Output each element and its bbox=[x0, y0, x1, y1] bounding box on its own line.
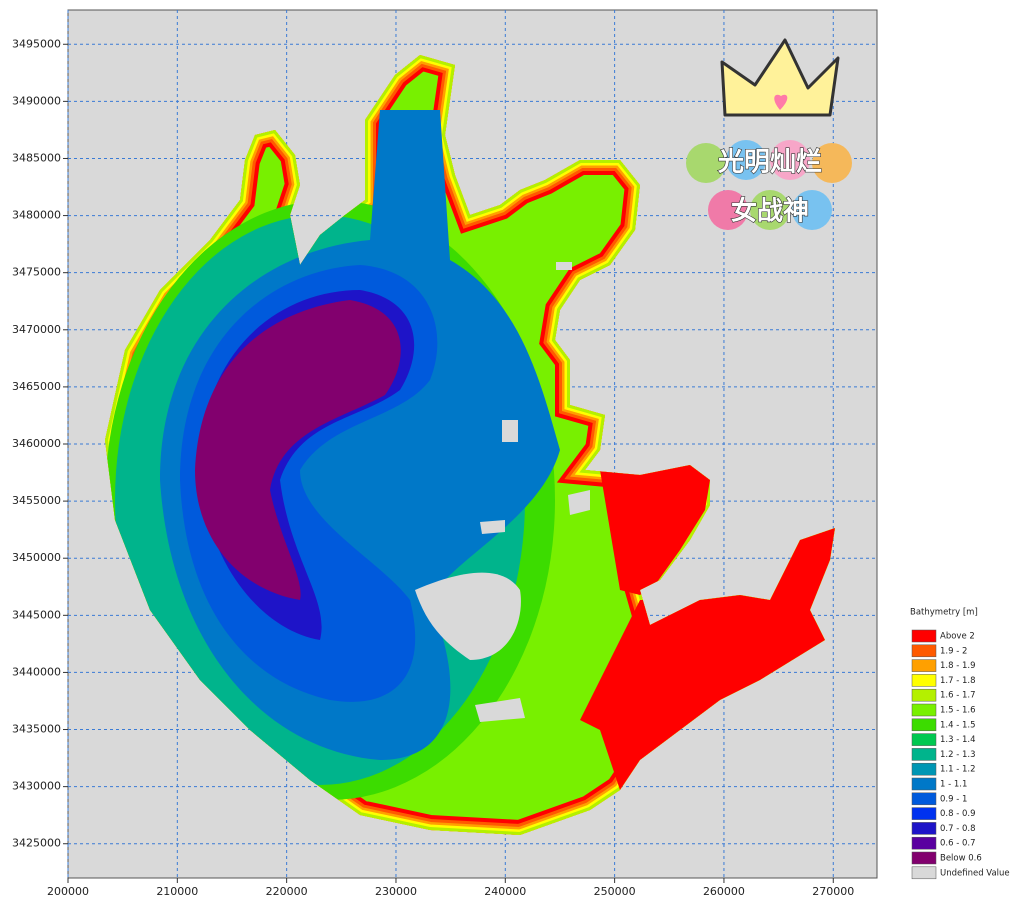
legend-label: 1 - 1.1 bbox=[940, 780, 967, 790]
y-tick-label: 3475000 bbox=[12, 266, 61, 279]
x-tick-label: 250000 bbox=[594, 885, 636, 898]
axis-ticks: 200000 210000 220000 230000 240000 250000 2600… bbox=[12, 37, 854, 898]
legend-swatch bbox=[911, 659, 937, 672]
legend-swatch bbox=[911, 822, 937, 835]
legend-label: 0.9 - 1 bbox=[940, 794, 967, 804]
legend-swatch bbox=[911, 674, 937, 687]
y-tick-label: 3435000 bbox=[12, 723, 61, 736]
legend-swatch bbox=[911, 629, 937, 643]
y-tick-label: 3485000 bbox=[12, 151, 61, 164]
legend-label: 1.5 - 1.6 bbox=[940, 706, 976, 716]
x-tick-label: 200000 bbox=[47, 885, 89, 898]
legend-label: 0.8 - 0.9 bbox=[940, 809, 976, 819]
legend-label: 1.6 - 1.7 bbox=[940, 691, 976, 701]
legend-swatch bbox=[911, 748, 937, 761]
legend-swatch bbox=[911, 703, 937, 717]
legend-swatch bbox=[911, 733, 937, 746]
legend-swatch bbox=[911, 688, 937, 702]
legend-swatch bbox=[911, 807, 937, 820]
legend-swatch bbox=[911, 866, 937, 880]
y-tick-label: 3460000 bbox=[12, 437, 61, 450]
legend-label: 1.4 - 1.5 bbox=[940, 720, 976, 730]
x-tick-label: 240000 bbox=[484, 885, 526, 898]
legend-label: Above 2 bbox=[940, 632, 975, 642]
legend-label: Below 0.6 bbox=[940, 854, 982, 864]
legend-swatch bbox=[911, 777, 937, 791]
legend-swatch bbox=[911, 644, 937, 658]
legend-label: 0.7 - 0.8 bbox=[940, 824, 976, 834]
y-tick-label: 3455000 bbox=[12, 494, 61, 507]
legend-swatch bbox=[911, 836, 937, 850]
y-tick-label: 3430000 bbox=[12, 780, 61, 793]
y-tick-label: 3465000 bbox=[12, 380, 61, 393]
legend-label: 1.2 - 1.3 bbox=[940, 750, 976, 760]
y-tick-label: 3440000 bbox=[12, 665, 61, 678]
x-tick-label: 220000 bbox=[266, 885, 308, 898]
legend-swatch bbox=[911, 792, 937, 806]
watermark-line: 女战神 bbox=[731, 196, 809, 227]
legend-label: 1.1 - 1.2 bbox=[940, 765, 976, 775]
watermark-line: 光明灿烂 bbox=[717, 148, 822, 178]
y-tick-label: 3495000 bbox=[12, 37, 61, 50]
legend-label: 1.8 - 1.9 bbox=[940, 661, 976, 671]
y-tick-label: 3480000 bbox=[12, 209, 61, 222]
x-tick-label: 230000 bbox=[375, 885, 417, 898]
y-tick-label: 3490000 bbox=[12, 94, 61, 107]
y-tick-label: 3470000 bbox=[12, 323, 61, 336]
legend-label: 0.6 - 0.7 bbox=[940, 839, 976, 849]
legend-label: 1.7 - 1.8 bbox=[940, 676, 976, 686]
legend: Bathymetry [m] Above 2 1.9 - 2 1.8 - 1.9 1.… bbox=[910, 608, 1010, 880]
watermark: 光明灿烂 女战神 bbox=[686, 38, 852, 230]
y-tick-label: 3450000 bbox=[12, 551, 61, 564]
y-tick-label: 3445000 bbox=[12, 608, 61, 621]
legend-title: Bathymetry [m] bbox=[910, 608, 978, 618]
x-tick-label: 210000 bbox=[156, 885, 198, 898]
legend-swatch bbox=[911, 762, 937, 776]
legend-label: 1.3 - 1.4 bbox=[940, 735, 976, 745]
x-tick-label: 260000 bbox=[703, 885, 745, 898]
legend-label: Undefined Value bbox=[940, 868, 1010, 878]
y-tick-label: 3425000 bbox=[12, 837, 61, 850]
legend-label: 1.9 - 2 bbox=[940, 646, 967, 656]
bathymetry bbox=[105, 55, 835, 835]
x-tick-label: 270000 bbox=[812, 885, 854, 898]
legend-swatch bbox=[911, 851, 937, 865]
legend-swatch bbox=[911, 718, 937, 732]
